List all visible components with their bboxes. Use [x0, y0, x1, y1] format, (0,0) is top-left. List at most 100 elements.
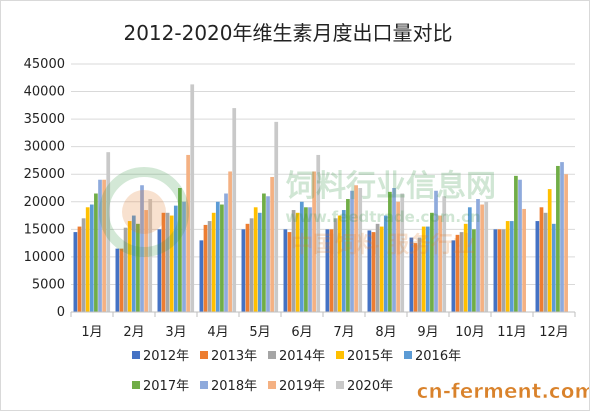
bar	[425, 226, 430, 312]
bar	[224, 193, 228, 312]
bar	[371, 232, 376, 312]
bar	[333, 218, 338, 312]
y-tick-label: 40000	[24, 85, 65, 100]
x-tick-label: 9月	[417, 325, 438, 340]
x-tick-label: 5月	[249, 325, 270, 340]
bar	[295, 212, 300, 312]
bar	[283, 229, 288, 312]
bar	[459, 232, 464, 312]
bar	[85, 207, 90, 312]
y-tick-label: 15000	[24, 222, 65, 237]
watermark: 饲料行业信息网 www.feedtrade.com.cn 中国饲料 服务行业	[99, 167, 496, 258]
y-tick-label: 5000	[32, 277, 65, 292]
bar	[207, 221, 212, 312]
bar	[182, 201, 186, 312]
legend-swatch	[200, 381, 208, 389]
bar	[472, 229, 476, 312]
bar	[165, 212, 170, 312]
legend-swatch	[268, 351, 276, 359]
bar	[115, 248, 120, 312]
bar	[367, 230, 372, 312]
bar	[497, 229, 502, 312]
x-tick-label: 8月	[375, 325, 396, 340]
bar	[77, 226, 82, 312]
bar	[186, 154, 190, 312]
legend-label: 2019年	[279, 379, 325, 394]
bar	[123, 227, 128, 312]
legend-swatch	[132, 381, 140, 389]
bar	[127, 221, 132, 312]
bar	[291, 210, 296, 312]
bar	[161, 212, 166, 312]
bar	[383, 215, 388, 312]
x-axis: 1月 2月 3月 4月 5月 6月 7月 8月 9月 10月 11月 12月	[70, 311, 576, 340]
bar	[535, 221, 540, 312]
legend-label: 2020年	[347, 379, 393, 394]
watermark-logo-core-icon	[122, 190, 166, 234]
bar	[480, 204, 484, 312]
y-tick-label: 20000	[24, 195, 65, 210]
legend-swatch	[268, 381, 276, 389]
bar	[346, 199, 350, 312]
brand-badge: cn-ferment.com	[416, 378, 590, 404]
bar	[564, 174, 568, 312]
bar	[434, 190, 438, 312]
bar	[341, 210, 346, 312]
watermark-line1: 饲料行业信息网	[285, 169, 496, 204]
bar	[354, 185, 358, 312]
bar	[455, 234, 460, 312]
bar	[220, 204, 224, 312]
legend-label: 2016年	[415, 349, 461, 364]
bar	[350, 190, 354, 312]
bar	[73, 232, 78, 312]
y-tick-label: 30000	[24, 140, 65, 155]
bar	[463, 223, 468, 312]
bar	[308, 207, 312, 312]
bar	[417, 237, 422, 312]
brand-badge-background	[425, 378, 587, 404]
bar	[442, 196, 447, 312]
bar	[413, 243, 418, 312]
y-tick-label: 25000	[24, 167, 65, 182]
bar	[131, 215, 136, 312]
bar	[89, 204, 94, 312]
bar	[119, 248, 124, 312]
bar	[551, 223, 556, 312]
bar	[400, 193, 405, 312]
x-tick-label: 10月	[455, 325, 485, 340]
bar	[148, 199, 153, 312]
bar	[476, 199, 480, 312]
watermark-logo-icon	[99, 167, 189, 257]
bar	[509, 221, 514, 312]
x-tick-label: 7月	[333, 325, 354, 340]
bar	[543, 212, 548, 312]
brand-text: cn-ferment.com	[417, 379, 589, 403]
bar	[232, 108, 237, 312]
bar	[329, 229, 334, 312]
y-tick-label: 10000	[24, 250, 65, 265]
bar	[106, 152, 111, 312]
bar	[299, 201, 304, 312]
y-tick-label: 0	[57, 305, 65, 320]
bar	[514, 175, 518, 312]
bar	[518, 179, 522, 312]
bar	[505, 221, 510, 312]
bar	[136, 223, 140, 312]
bar	[358, 188, 363, 312]
bar	[190, 84, 195, 312]
bar	[178, 188, 182, 312]
legend: 2012年 2013年 2014年 2015年 2016年 2017年 2018年 2019年…	[132, 349, 461, 394]
bar	[241, 229, 246, 312]
x-tick-label: 4月	[207, 325, 228, 340]
y-axis: 0 5000 10000 15000 20000 25000 30000 35000 40000…	[24, 57, 65, 320]
bar	[228, 171, 232, 312]
bar	[312, 171, 316, 312]
gridlines	[71, 63, 575, 313]
bar	[467, 207, 472, 312]
bar	[211, 212, 216, 312]
x-tick-label: 11月	[497, 325, 527, 340]
bar	[388, 191, 392, 312]
bar-marks	[73, 84, 568, 312]
x-tick-label: 12月	[539, 325, 569, 340]
